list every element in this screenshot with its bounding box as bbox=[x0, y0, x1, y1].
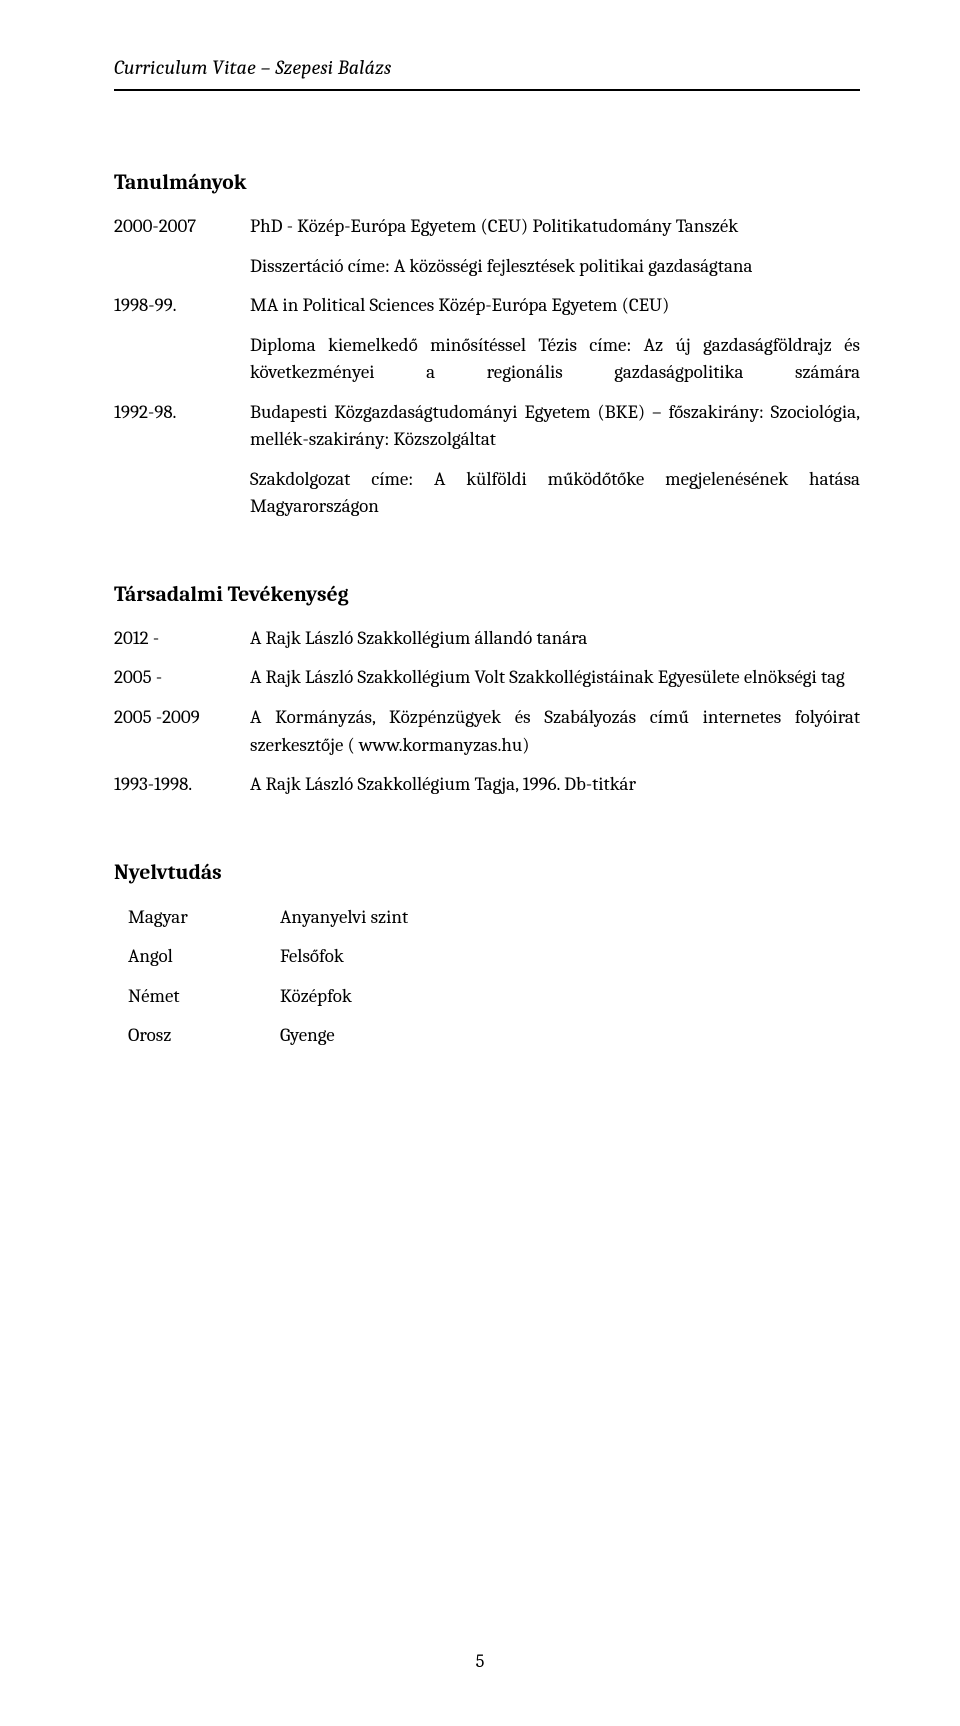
education-body: Budapesti Közgazdaságtudományi Egyetem (… bbox=[250, 399, 860, 454]
education-row: 2000-2007 PhD - Közép-Európa Egyetem (CE… bbox=[114, 213, 860, 241]
society-row: 2005 -2009 A Kormányzás, Közpénzügyek és… bbox=[114, 704, 860, 759]
education-section: Tanulmányok 2000-2007 PhD - Közép-Európa… bbox=[114, 171, 860, 521]
year: 2000-2007 bbox=[114, 213, 250, 241]
society-row: 2012 - A Rajk László Szakkollégium állan… bbox=[114, 625, 860, 653]
society-body: A Rajk László Szakkollégium Tagja, 1996.… bbox=[250, 771, 860, 799]
education-body: PhD - Közép-Európa Egyetem (CEU) Politik… bbox=[250, 213, 860, 241]
education-sub: Disszertáció címe: A közösségi fejleszté… bbox=[250, 253, 860, 281]
languages-title: Nyelvtudás bbox=[114, 861, 860, 885]
language-name: Orosz bbox=[114, 1021, 280, 1050]
language-row: Magyar Anyanyelvi szint bbox=[114, 903, 860, 932]
society-body: A Rajk László Szakkollégium Volt Szakkol… bbox=[250, 664, 860, 692]
page-number: 5 bbox=[0, 1650, 960, 1672]
language-level: Gyenge bbox=[280, 1021, 860, 1050]
society-section: Társadalmi Tevékenység 2012 - A Rajk Lás… bbox=[114, 583, 860, 799]
education-body: MA in Political Sciences Közép-Európa Eg… bbox=[250, 292, 860, 320]
society-body: A Kormányzás, Közpénzügyek és Szabályozá… bbox=[250, 704, 860, 759]
year: 2005 -2009 bbox=[114, 704, 250, 732]
language-row: Német Középfok bbox=[114, 982, 860, 1011]
year: 1998-99. bbox=[114, 292, 250, 320]
language-level: Felsőfok bbox=[280, 942, 860, 971]
language-name: Német bbox=[114, 982, 280, 1011]
language-row: Orosz Gyenge bbox=[114, 1021, 860, 1050]
language-row: Angol Felsőfok bbox=[114, 942, 860, 971]
society-title: Társadalmi Tevékenység bbox=[114, 583, 860, 607]
year: 1992-98. bbox=[114, 399, 250, 427]
education-sub: Diploma kiemelkedő minősítéssel Tézis cí… bbox=[250, 332, 860, 387]
languages-section: Nyelvtudás Magyar Anyanyelvi szint Angol… bbox=[114, 861, 860, 1051]
page-header: Curriculum Vitae – Szepesi Balázs bbox=[114, 56, 860, 91]
society-row: 2005 - A Rajk László Szakkollégium Volt … bbox=[114, 664, 860, 692]
language-name: Angol bbox=[114, 942, 280, 971]
language-name: Magyar bbox=[114, 903, 280, 932]
society-body: A Rajk László Szakkollégium állandó taná… bbox=[250, 625, 860, 653]
education-row: 1992-98. Budapesti Közgazdaságtudományi … bbox=[114, 399, 860, 454]
header-title: Curriculum Vitae – Szepesi Balázs bbox=[114, 56, 391, 79]
education-sub: Szakdolgozat címe: A külföldi működőtőke… bbox=[250, 466, 860, 521]
year: 2005 - bbox=[114, 664, 250, 692]
language-level: Anyanyelvi szint bbox=[280, 903, 860, 932]
year: 2012 - bbox=[114, 625, 250, 653]
year: 1993-1998. bbox=[114, 771, 250, 799]
education-title: Tanulmányok bbox=[114, 171, 860, 195]
page: Curriculum Vitae – Szepesi Balázs Tanulm… bbox=[0, 0, 960, 1726]
education-row: 1998-99. MA in Political Sciences Közép-… bbox=[114, 292, 860, 320]
language-level: Középfok bbox=[280, 982, 860, 1011]
society-row: 1993-1998. A Rajk László Szakkollégium T… bbox=[114, 771, 860, 799]
